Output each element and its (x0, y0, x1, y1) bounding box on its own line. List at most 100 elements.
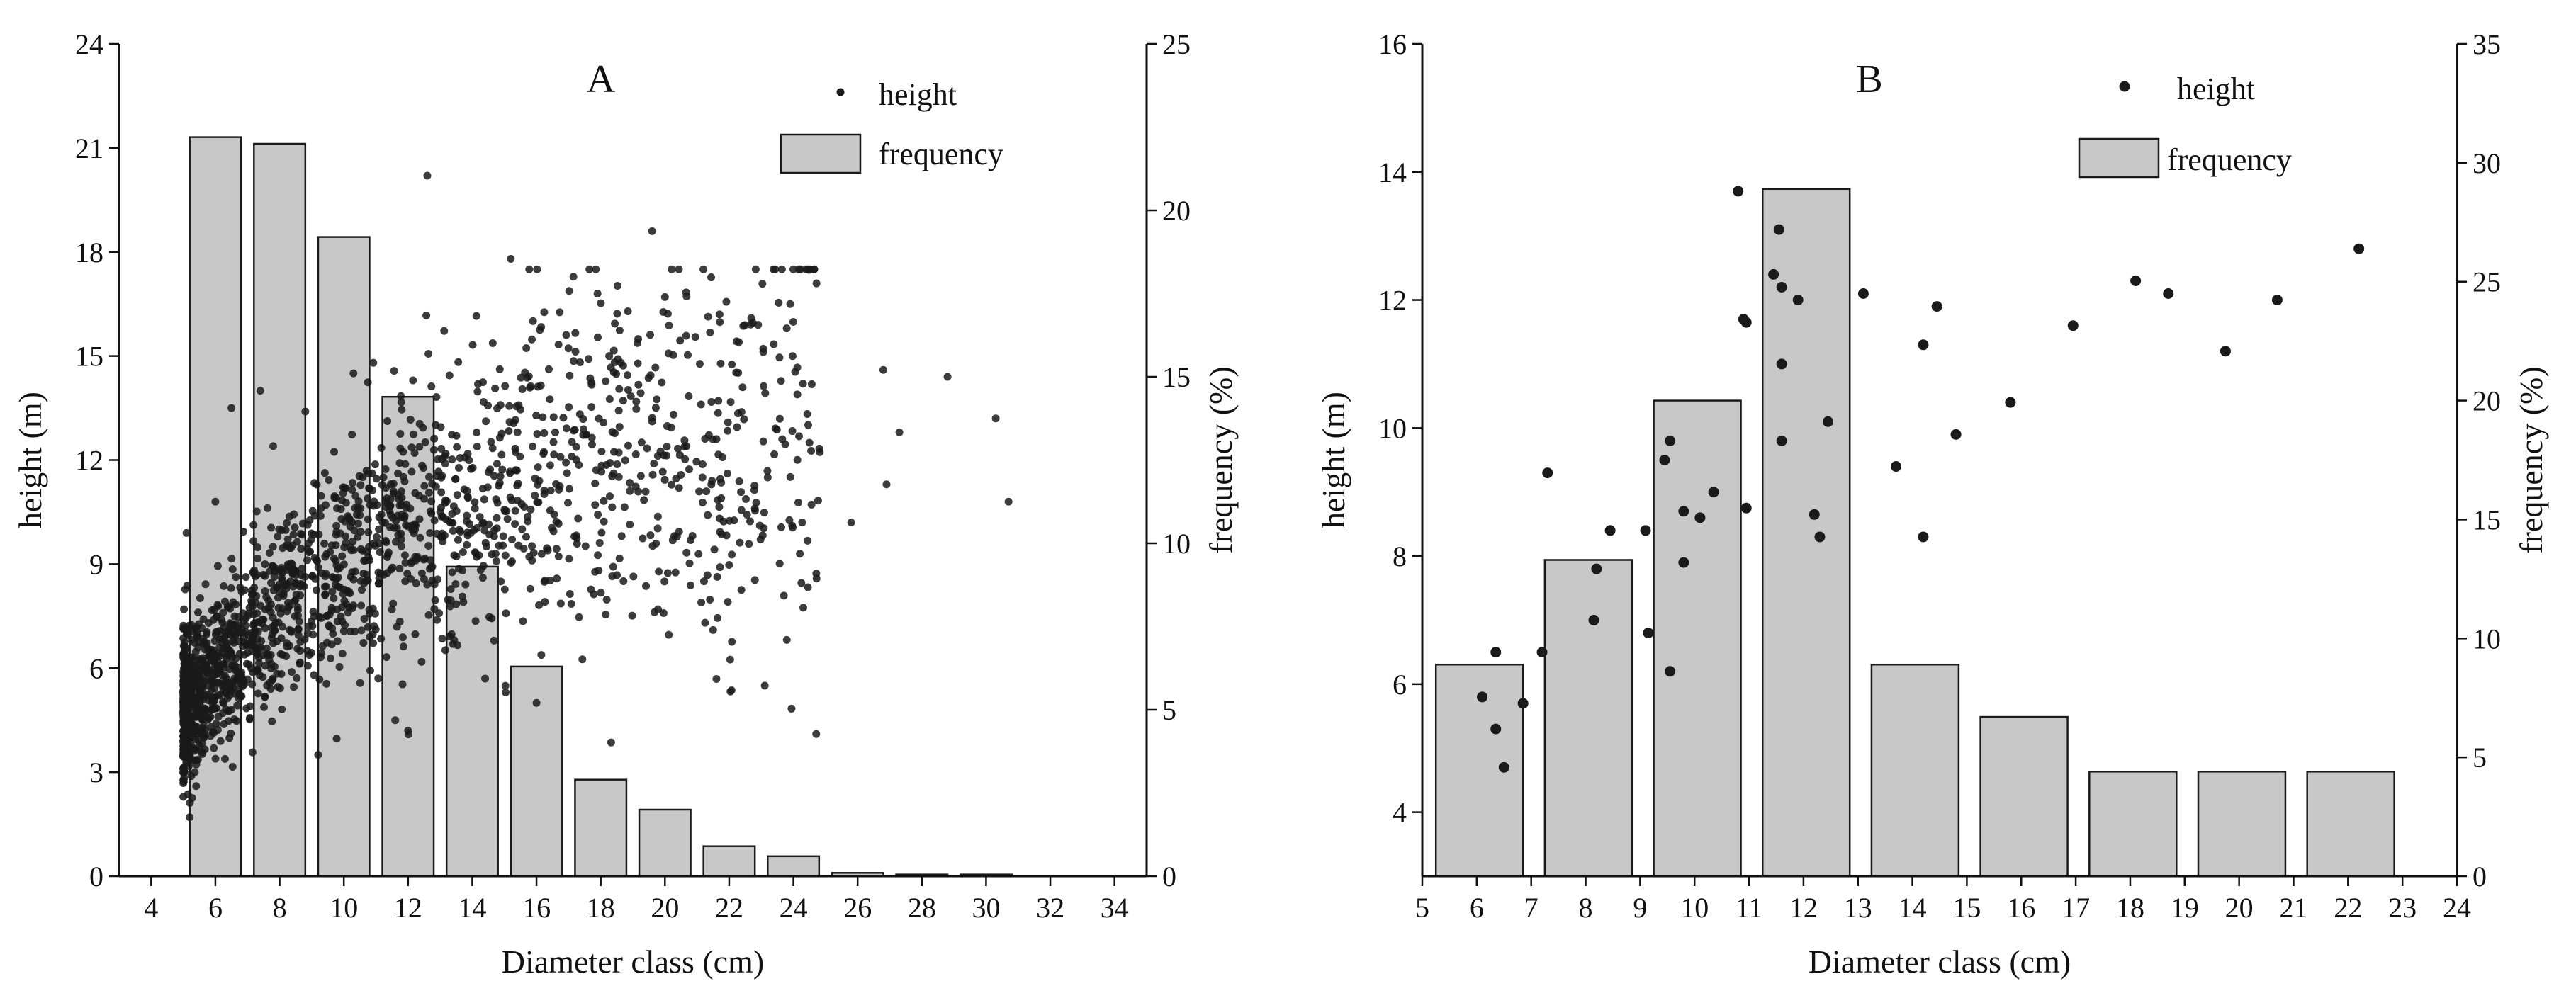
scatter-point (671, 568, 680, 577)
scatter-point (611, 319, 619, 328)
scatter-point (502, 688, 510, 696)
scatter-point (267, 633, 276, 642)
scatter-point (653, 605, 662, 613)
scatter-point (310, 511, 319, 520)
scatter-point (1659, 455, 1670, 465)
scatter-point (233, 701, 242, 710)
scatter-point (424, 541, 433, 550)
scatter-point (526, 584, 534, 593)
scatter-point (646, 331, 655, 339)
scatter-point (423, 171, 432, 180)
scatter-point (608, 503, 617, 511)
scatter-point (497, 450, 506, 459)
scatter-point (533, 498, 541, 506)
y-right-axis-title: frequency (%) (2513, 366, 2549, 553)
y-left-tick-label: 16 (1378, 28, 1407, 60)
scatter-point (438, 635, 446, 643)
x-tick-label: 22 (2334, 892, 2362, 924)
scatter-point (459, 567, 467, 575)
scatter-point (549, 527, 558, 536)
scatter-point (563, 424, 571, 433)
scatter-point (322, 611, 331, 620)
scatter-point (1822, 416, 1833, 427)
scatter-point (451, 579, 460, 588)
scatter-point (448, 568, 456, 577)
scatter-point (204, 696, 213, 705)
bar (510, 665, 563, 878)
scatter-point (1498, 761, 1509, 773)
scatter-point (398, 405, 406, 414)
scatter-point (741, 495, 750, 504)
scatter-point (300, 582, 308, 591)
scatter-point (206, 732, 215, 740)
scatter-point (330, 573, 338, 582)
scatter-point (663, 443, 671, 451)
scatter-point (724, 426, 732, 435)
scatter-point (396, 429, 405, 438)
scatter-point (247, 586, 256, 595)
scatter-point (501, 681, 510, 690)
scatter-point (235, 650, 244, 658)
scatter-point (386, 511, 395, 519)
scatter-point (1773, 224, 1784, 235)
scatter-point (310, 530, 318, 538)
scatter-point (337, 505, 345, 514)
scatter-point (795, 432, 804, 441)
scatter-point (357, 626, 366, 635)
scatter-point (2067, 320, 2079, 332)
scatter-point (648, 414, 656, 422)
scatter-point (716, 528, 724, 536)
scatter-point (502, 609, 510, 618)
scatter-point (591, 567, 600, 576)
scatter-point (517, 373, 525, 382)
scatter-point (429, 446, 438, 454)
scatter-point (452, 431, 461, 440)
scatter-point (653, 512, 662, 521)
scatter-point (453, 443, 461, 451)
scatter-point (486, 465, 495, 474)
scatter-point (490, 472, 498, 480)
scatter-point (274, 604, 283, 612)
scatter-point (361, 556, 370, 565)
scatter-point (288, 541, 297, 550)
scatter-point (409, 376, 417, 385)
scatter-point (600, 419, 608, 427)
scatter-point (261, 605, 269, 613)
scatter-point (663, 569, 672, 577)
scatter-point (316, 653, 325, 662)
scatter-point (591, 501, 600, 509)
scatter-point (197, 682, 206, 691)
scatter-point (430, 605, 439, 613)
scatter-point (261, 560, 269, 569)
bar (638, 808, 692, 878)
x-tick-label: 7 (1524, 892, 1539, 924)
scatter-point (1918, 531, 1929, 543)
x-tick-label: 34 (1101, 892, 1129, 924)
scatter-point (740, 415, 748, 424)
scatter-point (575, 460, 583, 469)
scatter-point (399, 642, 407, 651)
scatter-point (377, 443, 386, 452)
scatter-point (230, 612, 239, 620)
scatter-point (430, 434, 439, 443)
scatter-point (328, 587, 337, 596)
scatter-point (785, 516, 794, 524)
scatter-point (520, 503, 529, 511)
scatter-point (623, 371, 631, 380)
scatter-point (624, 307, 632, 316)
scatter-point (225, 734, 234, 742)
scatter-point (228, 565, 237, 574)
scatter-point (608, 572, 617, 580)
scatter-point (186, 813, 194, 822)
scatter-point (203, 639, 211, 647)
scatter-point (660, 577, 669, 586)
scatter-point (463, 531, 472, 540)
x-tick-label: 17 (2062, 892, 2090, 924)
scatter-point (672, 475, 680, 483)
scatter-point (570, 532, 579, 540)
scatter-point (279, 590, 288, 599)
scatter-point (321, 552, 330, 561)
scatter-point (492, 557, 500, 565)
scatter-point (348, 485, 356, 494)
scatter-point (1490, 647, 1502, 658)
